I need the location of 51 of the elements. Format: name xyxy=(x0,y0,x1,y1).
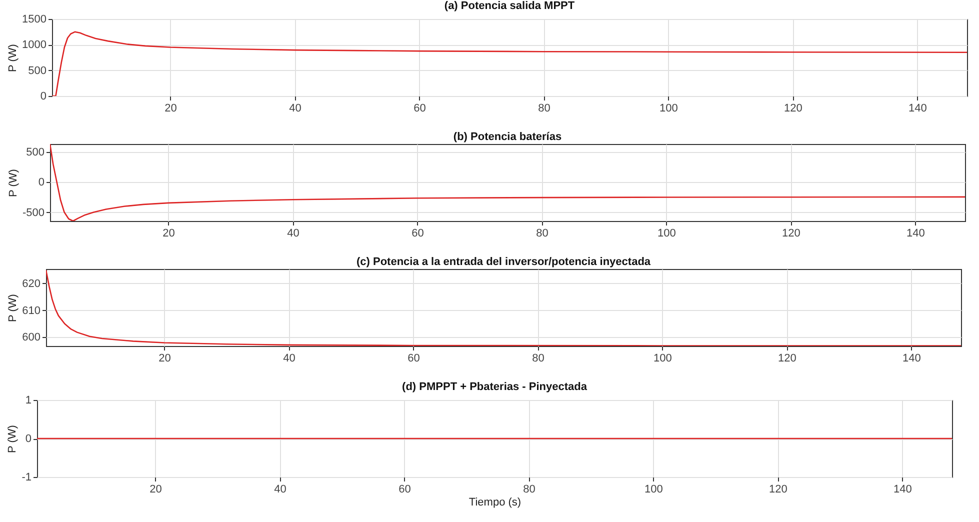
chart-title: (a) Potencia salida MPPT xyxy=(444,0,575,12)
y-tick-label: 610 xyxy=(22,304,40,317)
y-tick-label: 500 xyxy=(26,146,44,159)
x-tick-label: 120 xyxy=(769,484,788,496)
y-axis-title: P (W) xyxy=(7,294,20,322)
x-tick-label: 120 xyxy=(784,102,802,114)
x-tick-label: 40 xyxy=(283,352,296,364)
chart-title: (c) Potencia a la entrada del inversor/potencia inyectada xyxy=(356,256,652,268)
y-axis-title: P (W) xyxy=(6,425,19,453)
x-tick-label: 140 xyxy=(908,102,927,114)
y-tick-label: 1 xyxy=(25,394,32,406)
x-tick-label: 40 xyxy=(289,102,302,114)
y-tick-label: 0 xyxy=(38,176,44,189)
y-tick-label: 600 xyxy=(22,332,40,344)
x-tick-label: 120 xyxy=(778,352,796,364)
x-tick-label: 60 xyxy=(408,352,420,364)
x-tick-label: 100 xyxy=(644,484,663,496)
x-tick-label: 80 xyxy=(538,102,550,114)
y-tick-label: 1500 xyxy=(22,14,46,26)
x-tick-label: 60 xyxy=(414,102,426,114)
y-tick-label: 1000 xyxy=(22,39,46,52)
y-tick-label: 0 xyxy=(25,433,32,445)
y-tick-label: -1 xyxy=(22,472,32,484)
y-tick-label: 0 xyxy=(40,90,46,102)
x-tick-label: 140 xyxy=(894,484,912,496)
chart-title: (d) PMPPT + Pbaterias - Pinyectada xyxy=(402,381,588,393)
y-tick-label: 500 xyxy=(28,64,46,77)
x-tick-label: 60 xyxy=(398,484,411,496)
chart-title: (b) Potencia baterías xyxy=(453,131,562,143)
y-axis-title: P (W) xyxy=(7,169,20,197)
x-tick-label: 100 xyxy=(654,352,672,364)
line-series xyxy=(52,31,967,96)
x-tick-label: 120 xyxy=(782,228,800,240)
x-tick-label: 40 xyxy=(274,484,286,496)
y-tick-label: 620 xyxy=(22,278,40,290)
x-tick-label: 80 xyxy=(523,484,536,496)
x-tick-label: 20 xyxy=(162,228,175,240)
x-tick-label: 20 xyxy=(158,352,171,364)
x-tick-label: 80 xyxy=(532,352,544,364)
x-tick-label: 60 xyxy=(412,228,424,240)
x-tick-label: 20 xyxy=(150,484,162,496)
x-tick-label: 80 xyxy=(536,228,548,240)
y-axis-title: P (W) xyxy=(7,44,20,72)
y-tick-label: -500 xyxy=(22,206,44,219)
x-tick-label: 140 xyxy=(906,228,925,240)
x-tick-label: 20 xyxy=(164,102,177,114)
x-axis-title: Tiempo (s) xyxy=(468,496,522,508)
x-tick-label: 40 xyxy=(287,228,300,240)
x-tick-label: 100 xyxy=(658,228,676,240)
x-tick-label: 100 xyxy=(660,102,678,114)
x-tick-label: 140 xyxy=(902,352,921,364)
